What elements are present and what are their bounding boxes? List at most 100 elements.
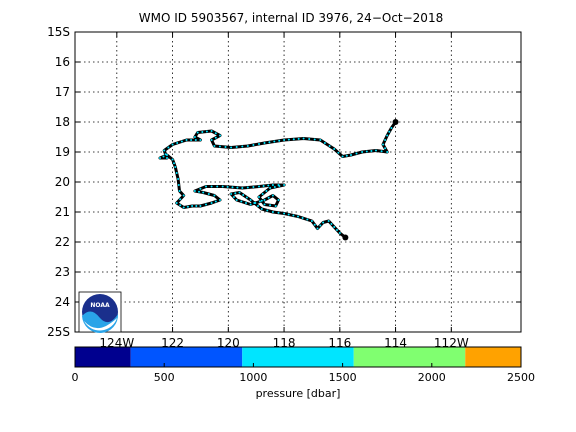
track-end-marker — [342, 234, 349, 241]
profile-marker — [257, 205, 259, 207]
profile-marker — [175, 202, 178, 204]
profile-marker — [283, 139, 286, 141]
profile-marker — [278, 139, 281, 142]
profile-marker — [310, 220, 313, 222]
profile-marker — [268, 141, 271, 144]
profile-marker — [345, 154, 348, 157]
profile-marker — [182, 194, 185, 197]
profile-marker — [210, 185, 213, 188]
profile-marker — [207, 193, 210, 195]
profile-marker — [180, 140, 183, 143]
profile-marker — [258, 185, 260, 188]
colorbar-tick-label: 1500 — [329, 371, 357, 384]
colorbar-border — [74, 346, 522, 368]
profile-marker — [179, 204, 182, 207]
profile-marker — [159, 157, 161, 159]
profile-marker — [266, 209, 269, 212]
profile-marker — [278, 185, 281, 187]
profile-marker — [386, 134, 389, 137]
profile-marker — [219, 134, 221, 137]
profile-marker — [216, 185, 219, 188]
profile-marker — [246, 145, 249, 147]
profile-marker — [355, 152, 358, 155]
profile-marker — [232, 196, 235, 198]
profile-marker — [365, 150, 368, 153]
profile-marker — [178, 190, 181, 192]
profile-marker — [235, 146, 238, 148]
lat-tick-label: 20 — [55, 175, 70, 189]
profile-marker — [171, 143, 174, 146]
profile-marker — [245, 202, 247, 204]
profile-marker — [242, 194, 245, 196]
profile-marker — [380, 150, 383, 153]
profile-marker — [390, 127, 393, 129]
colorbar-segment — [353, 347, 466, 367]
profile-marker — [221, 185, 224, 188]
profile-marker — [260, 199, 263, 202]
profile-marker — [196, 131, 199, 134]
profile-marker — [193, 190, 196, 192]
profile-marker — [213, 145, 216, 147]
lat-tick-label: 23 — [55, 265, 70, 279]
profile-marker — [297, 137, 300, 140]
profile-marker — [246, 186, 249, 189]
profile-marker — [328, 145, 331, 147]
profile-marker — [236, 186, 239, 189]
profile-marker — [177, 184, 180, 186]
profile-marker — [199, 205, 202, 207]
profile-marker — [252, 144, 255, 146]
profile-marker — [253, 202, 256, 204]
figure-title: WMO ID 5903567, internal ID 3976, 24−Oct… — [139, 11, 443, 25]
profile-marker — [218, 145, 221, 148]
lat-tick-label: 22 — [55, 235, 70, 249]
profile-marker — [370, 150, 373, 152]
profile-marker — [252, 186, 255, 188]
profile-marker — [258, 200, 261, 203]
profile-marker — [316, 227, 319, 230]
colorbar-tick-label: 0 — [72, 371, 79, 384]
profile-marker — [231, 186, 234, 189]
profile-marker — [249, 199, 252, 201]
profile-marker — [341, 155, 344, 158]
profile-marker — [186, 205, 189, 208]
profile-marker — [333, 226, 336, 228]
profile-marker — [167, 146, 170, 149]
profile-marker — [375, 149, 377, 152]
profile-marker — [195, 205, 198, 207]
colorbar-segment — [465, 347, 521, 367]
profile-marker — [323, 142, 326, 144]
profile-marker — [319, 224, 322, 227]
colorbar-tick-label: 500 — [154, 371, 175, 384]
profile-marker — [199, 187, 202, 190]
profile-marker — [274, 205, 277, 207]
profile-marker — [163, 149, 166, 152]
profile-marker — [283, 184, 286, 186]
colorbar-segment — [75, 347, 131, 367]
profile-marker — [175, 172, 178, 174]
profile-marker — [230, 146, 233, 149]
colorbar-tick-label: 1000 — [239, 371, 267, 384]
profile-marker — [361, 151, 364, 153]
profile-marker — [202, 191, 205, 194]
lat-tick-label: 21 — [55, 205, 70, 219]
lat-tick-label: 18 — [55, 115, 70, 129]
profile-marker — [210, 202, 213, 204]
latitude-ticks: 15S 16 17 18 19 20 21 22 23 24 25S — [47, 25, 521, 339]
profile-marker — [205, 203, 207, 206]
profile-marker — [162, 155, 165, 158]
profile-marker — [230, 193, 233, 195]
profile-marker — [219, 199, 221, 201]
profile-marker — [258, 196, 260, 198]
profile-marker — [308, 138, 311, 140]
lat-tick-label: 15S — [47, 25, 70, 39]
profile-marker — [213, 194, 216, 197]
profile-marker — [240, 200, 243, 203]
profile-marker — [283, 212, 286, 215]
lat-tick-label: 19 — [55, 145, 70, 159]
profile-marker — [199, 139, 202, 141]
profile-marker — [271, 194, 274, 197]
profile-marker — [182, 206, 185, 209]
lat-tick-label: 24 — [55, 295, 70, 309]
profile-marker — [301, 217, 304, 219]
